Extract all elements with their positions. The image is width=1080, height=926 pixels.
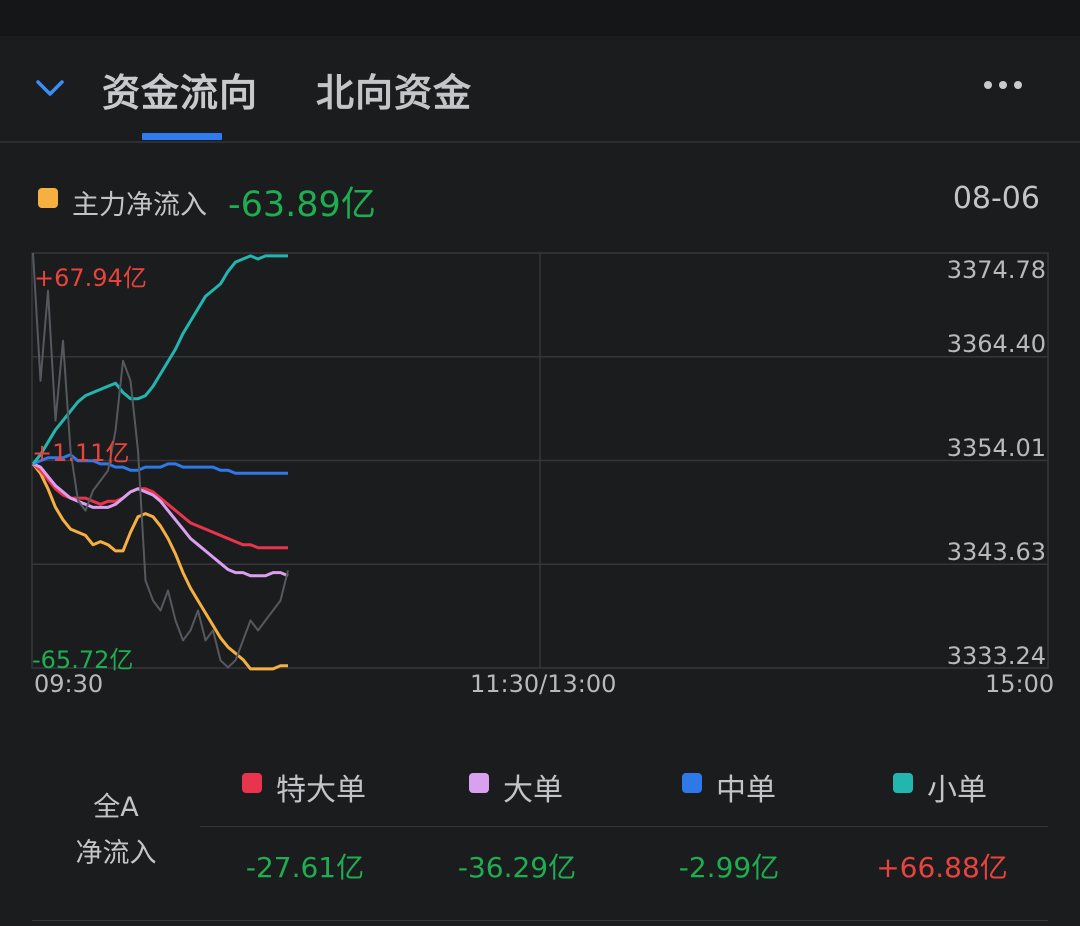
legend-row: 主力净流入 -63.89亿 08-06 — [0, 170, 1080, 230]
large-swatch — [469, 773, 489, 793]
summary-divider — [200, 826, 1048, 827]
series-line-medium — [32, 453, 288, 475]
y-right-tick: 3333.24 — [946, 642, 1046, 670]
bottom-divider — [32, 920, 1048, 921]
super-large-value: -27.61亿 — [245, 851, 365, 884]
y-right-tick: 3354.01 — [946, 434, 1046, 462]
x-tick-close: 15:00 — [985, 670, 1055, 698]
y-right-tick: 3343.63 — [946, 538, 1046, 566]
main-flow-legend-swatch — [38, 188, 58, 208]
summary-title: 全A 净流入 — [60, 785, 172, 877]
more-options-icon[interactable] — [980, 72, 1026, 98]
main-flow-value: -63.89亿 — [228, 185, 376, 225]
series-line-small — [31, 254, 288, 465]
chevron-down-icon[interactable] — [34, 76, 66, 100]
net-inflow-summary: 全A 净流入 特大单 大单 中单 小单 -27.61亿 -36.29亿 -2.9… — [0, 745, 1080, 926]
main-flow-label: 主力净流入 — [72, 190, 207, 221]
tab-bar: 资金流向 北向资金 — [0, 36, 1080, 142]
y-right-tick: 3374.78 — [946, 256, 1046, 284]
y-left-mid-label: +1.11亿 — [32, 439, 130, 467]
category-label: 小单 — [927, 773, 987, 808]
category-label: 大单 — [503, 773, 563, 808]
category-label: 中单 — [716, 773, 776, 808]
medium-value: -2.99亿 — [678, 851, 780, 884]
category-label: 特大单 — [276, 773, 366, 808]
chart-date: 08-06 — [952, 181, 1040, 216]
summary-title-line1: 全A — [93, 792, 139, 823]
tab-fund-flow[interactable]: 资金流向 — [102, 71, 259, 115]
summary-title-line2: 净流入 — [75, 838, 157, 869]
top-strip — [0, 0, 1080, 36]
y-left-bottom-label: -65.72亿 — [32, 646, 134, 674]
series-line-main-flow — [31, 462, 288, 671]
series-line-large — [32, 462, 289, 578]
tabs-divider — [0, 141, 1080, 143]
super-large-swatch — [242, 773, 262, 793]
small-swatch — [893, 773, 913, 793]
tab-northbound-funds[interactable]: 北向资金 — [316, 71, 473, 115]
medium-swatch — [682, 773, 702, 793]
index-price-line — [32, 252, 289, 669]
x-tick-midday: 11:30/13:00 — [470, 670, 617, 698]
chart-canvas — [31, 252, 1049, 671]
y-right-tick: 3364.40 — [946, 330, 1046, 358]
active-tab-indicator — [142, 133, 222, 140]
large-value: -36.29亿 — [457, 851, 577, 884]
fund-flow-chart[interactable]: +67.94亿 +1.11亿 -65.72亿 3374.78 3364.40 3… — [0, 240, 1080, 710]
x-tick-open: 09:30 — [34, 670, 104, 698]
series-line-super-large — [32, 462, 288, 550]
small-value: +66.88亿 — [876, 851, 1008, 884]
y-left-top-label: +67.94亿 — [34, 264, 147, 292]
